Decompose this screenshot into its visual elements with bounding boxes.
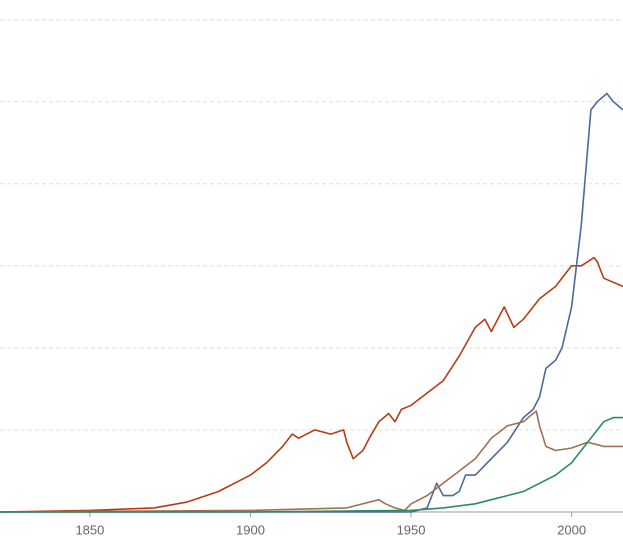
x-tick-label: 1950 — [397, 522, 426, 537]
line-series — [0, 410, 623, 513]
x-tick-label: 1850 — [75, 522, 104, 537]
x-tick-label: 2000 — [557, 522, 586, 537]
line-series — [0, 256, 623, 513]
line-series — [0, 92, 623, 513]
line-series — [0, 416, 623, 513]
x-tick-label: 1900 — [236, 522, 265, 537]
